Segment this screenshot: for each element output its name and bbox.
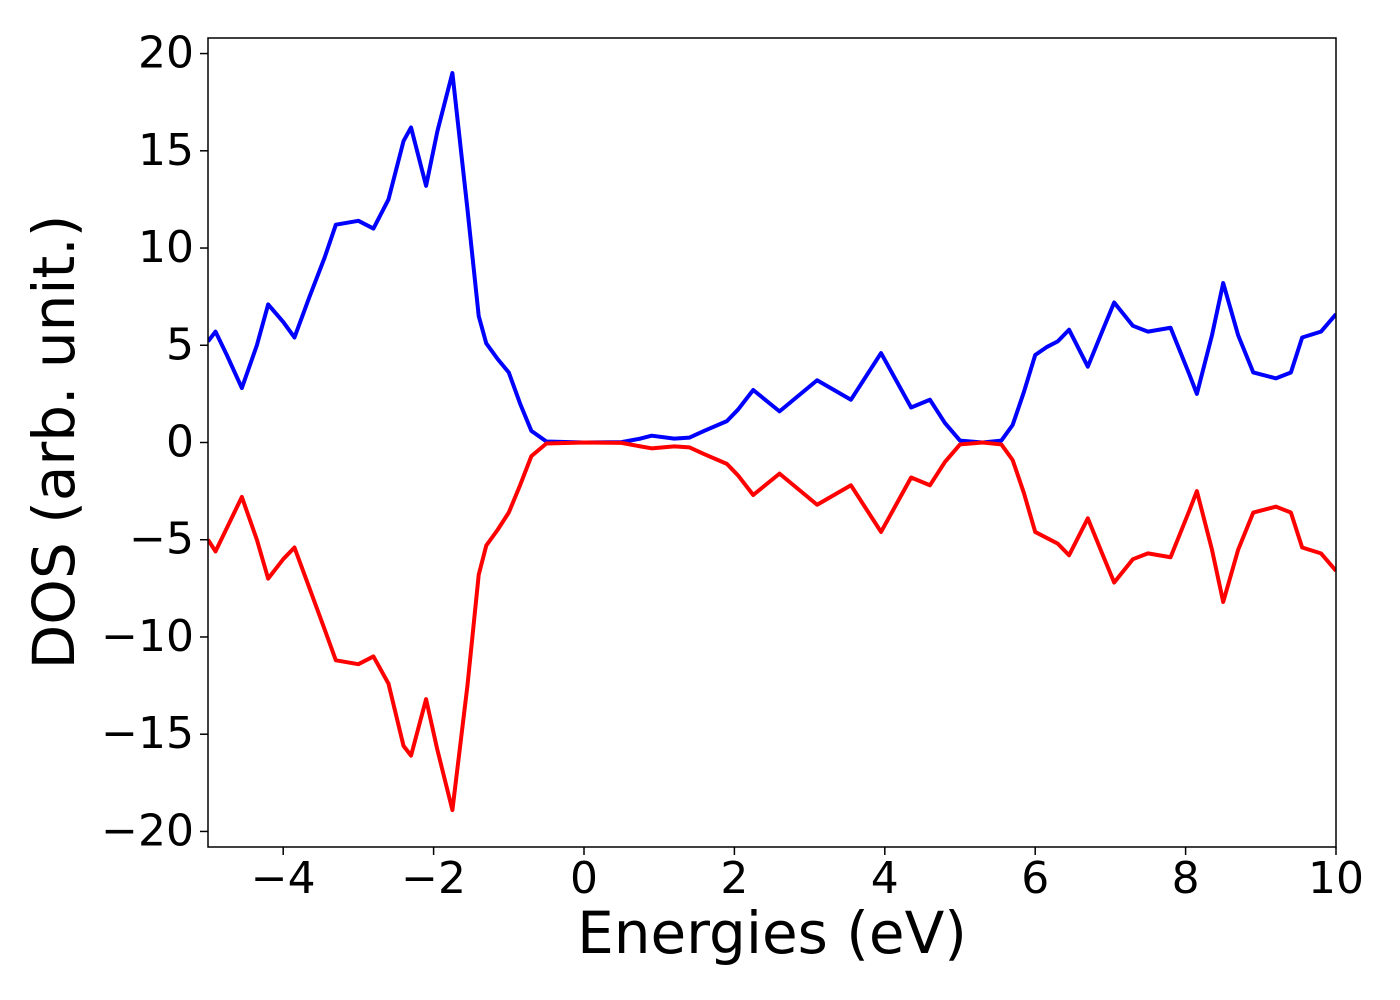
x-tick-label: 2 — [720, 853, 748, 904]
y-tick-label: 5 — [166, 319, 194, 370]
y-tick-label: 10 — [138, 222, 194, 273]
dos-line — [208, 71, 1336, 445]
dos-line — [208, 440, 1336, 813]
y-axis-label: DOS (arb. unit.) — [20, 215, 88, 670]
x-tick-label: −4 — [251, 853, 316, 904]
y-tick-label: −5 — [129, 514, 194, 565]
x-tick-label: 4 — [871, 853, 899, 904]
x-axis-label: Energies (eV) — [577, 899, 967, 967]
x-tick-label: 6 — [1021, 853, 1049, 904]
x-tick-label: 8 — [1172, 853, 1200, 904]
x-tick-label: 10 — [1308, 853, 1364, 904]
plot-frame — [207, 37, 1337, 848]
y-tick-label: 15 — [138, 125, 194, 176]
x-tick-label: 0 — [570, 853, 598, 904]
y-tick-label: −20 — [101, 805, 194, 856]
y-tick-label: 20 — [138, 28, 194, 79]
y-tick-label: 0 — [166, 417, 194, 468]
y-tick-label: −15 — [101, 708, 194, 759]
y-tick-label: −10 — [101, 611, 194, 662]
x-tick-label: −2 — [401, 853, 466, 904]
